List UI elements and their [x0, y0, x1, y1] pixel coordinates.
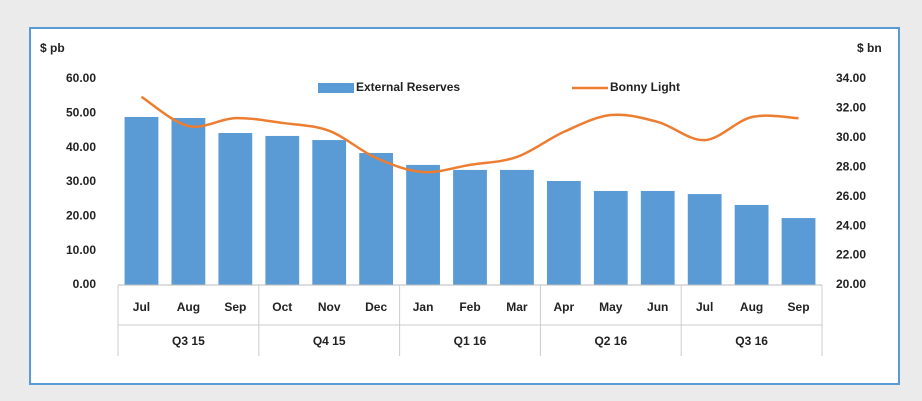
bar: [781, 218, 816, 285]
bar: [500, 169, 534, 285]
bar: [734, 204, 769, 285]
x-tick-label: Feb: [459, 300, 480, 314]
x-tick-label: Aug: [740, 300, 763, 314]
x-tick-label: Dec: [365, 300, 387, 314]
x-tick-label: May: [599, 300, 623, 314]
bar: [406, 164, 440, 285]
group-label: Q3 15: [172, 334, 205, 348]
x-tick-label: Oct: [272, 300, 292, 314]
y-tick-label: 40.00: [66, 140, 96, 154]
line: [140, 95, 799, 174]
legend-label: External Reserves: [356, 80, 460, 94]
y-tick-label: 0.00: [73, 277, 97, 291]
x-tick-label: Jul: [133, 300, 150, 314]
bar: [218, 133, 253, 285]
group-label: Q2 16: [594, 334, 627, 348]
legend-swatch: [318, 83, 354, 93]
legend-label: Bonny Light: [610, 80, 680, 94]
y-axis-title: $ pb: [40, 41, 65, 55]
x-tick-label: Aug: [177, 300, 200, 314]
y2-tick-label: 32.00: [836, 101, 866, 115]
x-tick-label: Sep: [224, 300, 246, 314]
bar: [265, 135, 300, 285]
y-tick-label: 10.00: [66, 243, 96, 257]
y2-tick-label: 20.00: [836, 277, 866, 291]
x-tick-label: Jul: [696, 300, 713, 314]
bar: [312, 140, 347, 285]
x-tick-label: Jun: [647, 300, 668, 314]
bar: [124, 116, 159, 285]
bar: [640, 190, 675, 285]
y-tick-label: 30.00: [66, 174, 96, 188]
y2-tick-label: 34.00: [836, 71, 866, 85]
y2-tick-label: 26.00: [836, 189, 866, 203]
group-label: Q4 15: [313, 334, 346, 348]
y2-tick-label: 30.00: [836, 130, 866, 144]
group-label: Q3 16: [735, 334, 768, 348]
x-tick-label: Nov: [318, 300, 341, 314]
bar: [593, 190, 628, 285]
y-tick-label: 20.00: [66, 209, 96, 223]
bar: [359, 153, 394, 285]
y2-tick-label: 22.00: [836, 248, 866, 262]
bar: [546, 180, 581, 285]
y2-tick-label: 28.00: [836, 159, 866, 173]
x-tick-label: Apr: [554, 300, 575, 314]
group-label: Q1 16: [454, 334, 487, 348]
x-tick-label: Mar: [506, 300, 528, 314]
y2-tick-label: 24.00: [836, 218, 866, 232]
x-tick-label: Sep: [788, 300, 810, 314]
y2-axis-title: $ bn: [857, 41, 882, 55]
bar: [453, 169, 487, 285]
bar: [171, 117, 206, 285]
bar: [687, 194, 722, 285]
y-tick-label: 50.00: [66, 106, 96, 120]
x-tick-label: Jan: [413, 300, 434, 314]
y-tick-label: 60.00: [66, 71, 96, 85]
